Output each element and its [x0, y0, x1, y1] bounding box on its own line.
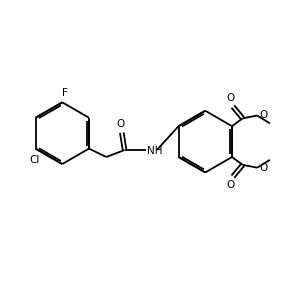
- Text: O: O: [116, 119, 124, 129]
- Text: Cl: Cl: [29, 155, 39, 165]
- Text: F: F: [61, 88, 68, 98]
- Text: NH: NH: [147, 146, 162, 156]
- Text: O: O: [260, 163, 268, 173]
- Text: O: O: [226, 180, 235, 190]
- Text: O: O: [260, 110, 268, 120]
- Text: O: O: [226, 93, 235, 103]
